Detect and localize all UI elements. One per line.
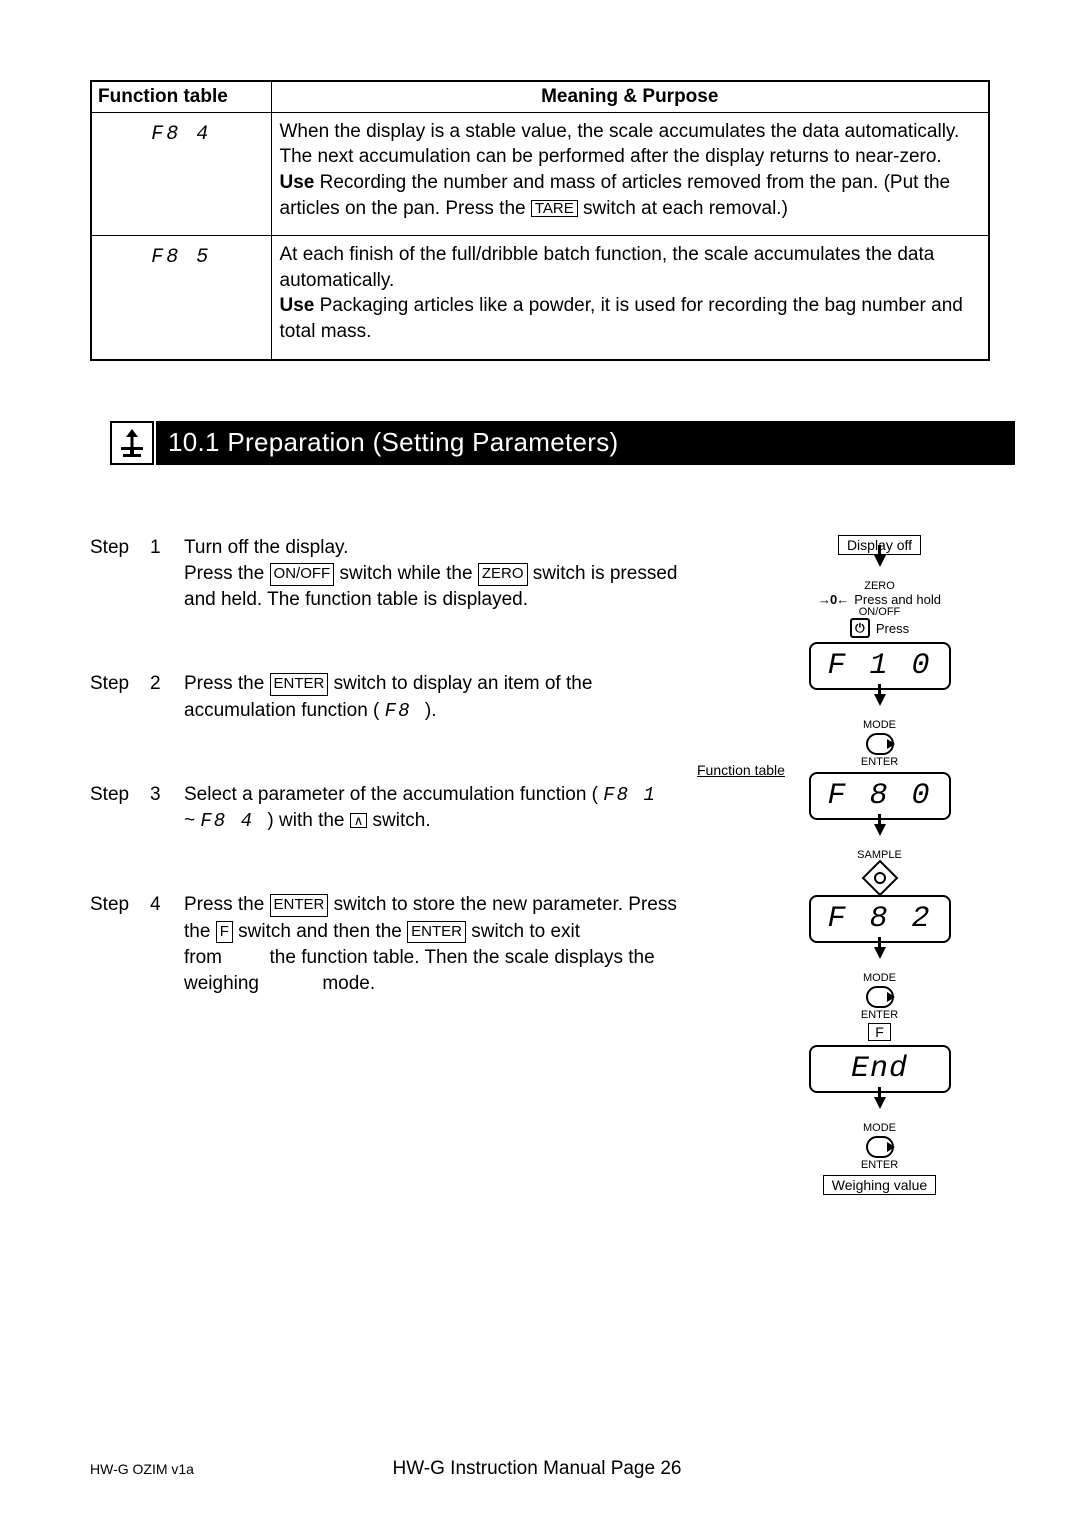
- step-body: Press the ENTER switch to display an ite…: [184, 671, 694, 723]
- press-hold-label: Press and hold: [854, 592, 941, 607]
- footer-center: HW-G Instruction Manual Page 26: [392, 1458, 681, 1480]
- weighing-value-box: Weighing value: [823, 1175, 936, 1195]
- press-label: Press: [876, 621, 909, 636]
- fn-row-use-post: switch at each removal.): [578, 198, 788, 219]
- step-label: Step: [90, 782, 150, 808]
- lcd-char: 8: [869, 902, 889, 936]
- fn-code-cell: F8 5: [91, 236, 271, 360]
- mode-enter-icon: [866, 1136, 894, 1158]
- lcd-char: 8: [869, 779, 889, 813]
- arrow-down-icon: [874, 1097, 886, 1109]
- fn-row-para: When the display is a stable value, the …: [280, 121, 960, 168]
- mode-tiny-label: MODE: [757, 720, 1002, 731]
- lcd-display-end: End: [809, 1045, 951, 1093]
- fn-code-cell: F8 4: [91, 112, 271, 236]
- section-title-text: Preparation (Setting Parameters): [227, 427, 618, 458]
- lcd-display: F 8 2: [809, 895, 951, 943]
- enter-key-box: ENTER: [270, 894, 329, 917]
- step-number: 1: [150, 535, 184, 561]
- step-body: Turn off the display. Press the ON/OFF s…: [184, 535, 694, 614]
- step-number: 4: [150, 892, 184, 918]
- onoff-tiny-label: ON/OFF: [757, 607, 1002, 618]
- table-row: F8 5 At each finish of the full/dribble …: [91, 236, 989, 360]
- arrow-down-icon: [874, 694, 886, 706]
- fn-table-header-col1: Function table: [91, 81, 271, 112]
- sample-icon: [861, 860, 898, 897]
- fn-row-use-pre: Packaging articles like a powder, it is …: [280, 295, 963, 342]
- fn-row-para: At each finish of the full/dribble batch…: [280, 244, 935, 291]
- lcd-char: 1: [869, 649, 889, 683]
- lcd-char: F: [827, 649, 847, 683]
- arrow-down-icon: [874, 947, 886, 959]
- function-table-callout: Function table: [697, 762, 785, 778]
- flow-diagram: Display off ZERO →0← Press and hold ON/O…: [757, 535, 1002, 1195]
- zero-tiny-label: ZERO: [757, 581, 1002, 592]
- arrow-down-icon: [874, 555, 886, 567]
- step-label: Step: [90, 671, 150, 697]
- arrow-down-icon: [874, 824, 886, 836]
- fn-body-cell: At each finish of the full/dribble batch…: [271, 236, 989, 360]
- enter-tiny-label: ENTER: [757, 1160, 1002, 1171]
- f-key-box: F: [216, 921, 233, 944]
- function-table: Function table Meaning & Purpose F8 4 Wh…: [90, 80, 990, 361]
- tare-key-box: TARE: [531, 200, 578, 217]
- fn-row-use-label: Use: [280, 172, 315, 193]
- lcd-display: F 1 0: [809, 642, 951, 690]
- lcd-char: 0: [911, 649, 931, 683]
- mode-enter-icon: [866, 733, 894, 755]
- manual-page: Function table Meaning & Purpose F8 4 Wh…: [0, 0, 1080, 1528]
- fn-row-use-label: Use: [280, 295, 315, 316]
- mode-enter-icon: [866, 986, 894, 1008]
- mode-tiny-label: MODE: [757, 1123, 1002, 1134]
- enter-tiny-label: ENTER: [757, 757, 1002, 768]
- fn-table-header-col2: Meaning & Purpose: [271, 81, 989, 112]
- step-label: Step: [90, 892, 150, 918]
- lcd-char: F: [827, 779, 847, 813]
- section-title: 10.1 Preparation (Setting Parameters): [156, 421, 1015, 465]
- zero-key-box: ZERO: [478, 563, 528, 586]
- seg-code: F8: [385, 700, 425, 722]
- footer-left: HW-G OZIM v1a: [90, 1461, 194, 1477]
- f-box: F: [868, 1023, 891, 1041]
- mode-tiny-label: MODE: [757, 973, 1002, 984]
- enter-key-box: ENTER: [407, 921, 466, 944]
- table-row: F8 4 When the display is a stable value,…: [91, 112, 989, 236]
- lcd-char: 2: [911, 902, 931, 936]
- fn-body-cell: When the display is a stable value, the …: [271, 112, 989, 236]
- seg-code: F8 1: [603, 784, 657, 806]
- zero-symbol: →0←: [818, 592, 848, 607]
- enter-key-box: ENTER: [270, 673, 329, 696]
- lcd-display: F 8 0: [809, 772, 951, 820]
- power-icon: ⏻: [850, 618, 870, 638]
- enter-tiny-label: ENTER: [757, 1010, 1002, 1021]
- lcd-char: 0: [911, 779, 931, 813]
- section-number: 10.1: [168, 427, 220, 458]
- step-number: 2: [150, 671, 184, 697]
- onoff-key-box: ON/OFF: [270, 563, 335, 586]
- scale-icon: [110, 421, 154, 465]
- step-body: Press the ENTER switch to store the new …: [184, 892, 694, 997]
- seg-code: F8 4: [200, 810, 267, 832]
- section-banner: 10.1 Preparation (Setting Parameters): [110, 421, 1015, 465]
- step-number: 3: [150, 782, 184, 808]
- page-footer: HW-G OZIM v1a HW-G Instruction Manual Pa…: [90, 1458, 990, 1480]
- step-body: Select a parameter of the accumulation f…: [184, 782, 657, 834]
- lcd-char: F: [827, 902, 847, 936]
- up-key-box: ∧: [350, 813, 368, 828]
- step-label: Step: [90, 535, 150, 561]
